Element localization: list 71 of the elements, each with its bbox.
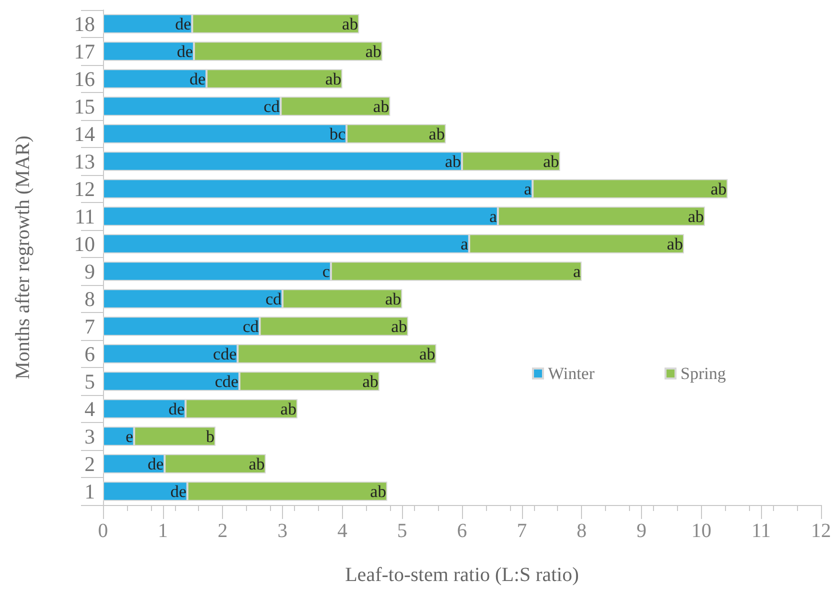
data-label: a — [524, 179, 532, 198]
x-tick-label: 3 — [278, 520, 288, 542]
data-label: ab — [325, 69, 342, 88]
data-label: ab — [688, 206, 704, 226]
data-label: cd — [265, 289, 282, 308]
data-label: ab — [391, 316, 408, 336]
y-tick-label: 16 — [74, 66, 95, 91]
data-label: cde — [213, 344, 237, 364]
x-tick-label: 12 — [811, 520, 831, 542]
data-label: ab — [248, 454, 265, 474]
y-tick-label: 3 — [84, 424, 95, 448]
data-label: de — [189, 69, 206, 88]
x-tick-label: 8 — [576, 520, 587, 542]
data-label: ab — [385, 289, 402, 308]
x-tick-label: 5 — [397, 520, 408, 542]
data-label: ab — [419, 344, 436, 364]
data-label: ab — [666, 234, 683, 254]
data-label: de — [176, 42, 193, 61]
data-label: c — [322, 262, 330, 281]
y-tick-label: 1 — [84, 479, 95, 504]
legend-label: Winter — [548, 364, 595, 383]
data-label: ab — [365, 42, 382, 61]
data-label: de — [148, 454, 164, 474]
data-label: de — [170, 482, 186, 501]
data-label: ab — [280, 399, 296, 418]
y-tick-label: 4 — [84, 396, 96, 421]
y-tick-label: 11 — [74, 204, 95, 228]
y-tick-label: 18 — [74, 12, 95, 36]
data-label: cde — [214, 372, 238, 391]
x-tick-label: 7 — [516, 520, 527, 542]
x-tick-label: 2 — [218, 520, 228, 542]
y-tick-label: 15 — [74, 94, 95, 118]
data-label: ab — [362, 372, 378, 391]
data-label: b — [206, 426, 214, 446]
y-tick-label: 6 — [84, 342, 95, 366]
data-label: ab — [444, 152, 461, 171]
y-tick-label: 12 — [74, 176, 95, 201]
data-label: a — [489, 206, 498, 226]
data-label: ab — [710, 179, 727, 198]
y-tick-label: 14 — [74, 122, 96, 146]
data-label: a — [573, 262, 582, 281]
legend-label: Spring — [680, 364, 726, 383]
data-label: cd — [242, 316, 260, 336]
x-tick-label: 10 — [691, 520, 712, 542]
y-tick-label: 5 — [84, 369, 95, 394]
y-axis-title: Months after regrowth (MAR) — [12, 136, 34, 380]
x-tick-label: 11 — [752, 520, 771, 542]
data-label: a — [460, 234, 469, 254]
data-label: de — [168, 399, 185, 418]
y-tick-label: 10 — [74, 232, 95, 256]
data-label: de — [175, 14, 192, 34]
data-label: ab — [428, 124, 445, 144]
data-label: bc — [329, 124, 346, 144]
data-label: cd — [264, 96, 280, 116]
y-tick-label: 8 — [84, 286, 95, 311]
data-label: ab — [370, 482, 386, 501]
data-label: ab — [342, 14, 358, 34]
x-tick-label: 4 — [337, 520, 348, 542]
x-tick-label: 1 — [158, 520, 168, 542]
y-tick-label: 13 — [74, 149, 95, 174]
y-tick-label: 2 — [84, 452, 95, 476]
x-tick-label: 6 — [457, 520, 467, 542]
x-tick-label: 9 — [636, 520, 646, 542]
x-axis-title: Leaf-to-stem ratio (L:S ratio) — [345, 564, 579, 586]
y-tick-label: 7 — [84, 314, 95, 338]
data-label: e — [126, 426, 134, 446]
data-label: ab — [543, 152, 560, 171]
data-label: ab — [373, 96, 390, 116]
y-tick-label: 9 — [84, 259, 95, 284]
x-tick-label: 0 — [98, 520, 108, 542]
y-tick-label: 17 — [74, 39, 95, 64]
